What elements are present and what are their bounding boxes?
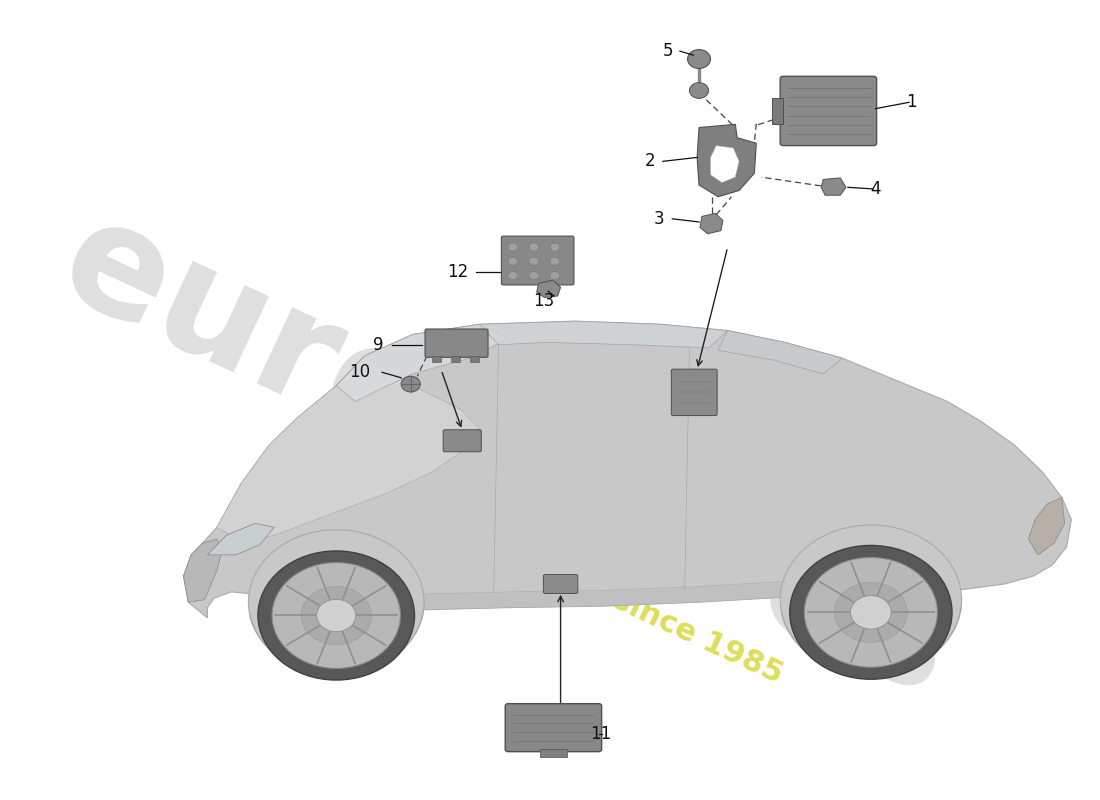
Circle shape — [402, 376, 420, 392]
Polygon shape — [480, 321, 728, 348]
FancyBboxPatch shape — [502, 236, 574, 285]
Polygon shape — [700, 214, 723, 234]
Circle shape — [550, 258, 560, 266]
Circle shape — [317, 599, 355, 632]
Circle shape — [257, 551, 415, 680]
Text: 9: 9 — [373, 336, 383, 354]
Text: 5: 5 — [662, 42, 673, 60]
Circle shape — [790, 546, 952, 679]
Circle shape — [508, 258, 518, 266]
Circle shape — [834, 582, 907, 642]
Text: eurospares: eurospares — [39, 185, 977, 728]
Polygon shape — [718, 330, 843, 374]
Circle shape — [804, 558, 937, 667]
Text: 4: 4 — [870, 180, 880, 198]
Polygon shape — [711, 146, 739, 182]
Polygon shape — [279, 576, 843, 610]
FancyBboxPatch shape — [671, 369, 717, 415]
Text: 10: 10 — [350, 363, 371, 382]
Polygon shape — [184, 539, 222, 602]
FancyBboxPatch shape — [543, 574, 578, 594]
Text: 11: 11 — [590, 725, 612, 742]
FancyBboxPatch shape — [425, 329, 488, 358]
Circle shape — [529, 243, 539, 251]
Circle shape — [529, 271, 539, 279]
Circle shape — [272, 562, 400, 669]
Circle shape — [550, 243, 560, 251]
Polygon shape — [184, 321, 1071, 618]
Text: 2: 2 — [645, 152, 656, 170]
Circle shape — [301, 586, 372, 645]
Polygon shape — [771, 98, 783, 124]
FancyBboxPatch shape — [443, 430, 482, 452]
Text: 3: 3 — [654, 210, 664, 228]
Text: a passion for parts since 1985: a passion for parts since 1985 — [305, 444, 788, 690]
Circle shape — [508, 271, 518, 279]
Bar — [470, 356, 480, 362]
Bar — [451, 356, 460, 362]
Circle shape — [529, 258, 539, 266]
Polygon shape — [537, 280, 561, 298]
FancyBboxPatch shape — [780, 76, 877, 146]
Circle shape — [850, 596, 891, 629]
Circle shape — [690, 82, 708, 98]
Text: 12: 12 — [447, 263, 468, 282]
Polygon shape — [207, 523, 274, 555]
Circle shape — [249, 530, 425, 674]
Polygon shape — [337, 324, 508, 402]
FancyBboxPatch shape — [505, 704, 602, 752]
Text: 13: 13 — [532, 292, 554, 310]
Polygon shape — [217, 356, 480, 543]
Polygon shape — [697, 124, 757, 197]
Circle shape — [550, 271, 560, 279]
Circle shape — [780, 525, 961, 674]
Polygon shape — [1028, 498, 1065, 555]
Bar — [540, 750, 566, 757]
Polygon shape — [822, 178, 846, 195]
Circle shape — [508, 243, 518, 251]
Circle shape — [688, 50, 711, 69]
Text: 1: 1 — [906, 94, 916, 111]
Bar — [431, 356, 441, 362]
